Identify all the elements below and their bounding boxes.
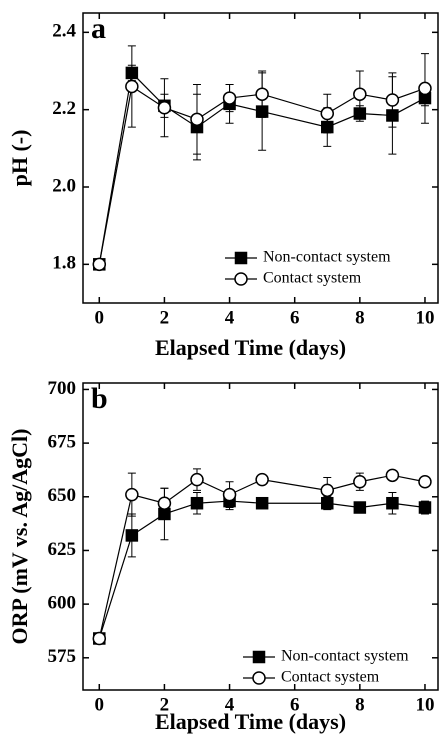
series-line xyxy=(98,474,426,639)
data-point xyxy=(386,496,399,510)
y-tick-label: 625 xyxy=(48,539,77,560)
y-axis-label: ORP (mV vs. Ag/AgCl) xyxy=(7,429,32,645)
data-point xyxy=(125,487,139,502)
x-tick-label: 8 xyxy=(355,694,365,715)
data-point xyxy=(222,487,237,502)
data-point xyxy=(125,529,139,542)
data-point xyxy=(418,475,432,489)
legend-marker xyxy=(252,650,266,664)
x-tick-label: 0 xyxy=(95,694,105,715)
data-point xyxy=(190,112,204,127)
data-point xyxy=(125,79,139,94)
data-point xyxy=(92,631,107,646)
y-tick-label: 575 xyxy=(48,646,77,667)
legend-marker xyxy=(234,251,248,265)
data-point xyxy=(353,501,367,514)
x-tick-label: 6 xyxy=(290,307,300,328)
y-tick-label: 2.2 xyxy=(52,98,76,119)
data-point xyxy=(320,483,335,498)
data-point xyxy=(385,468,400,483)
legend-label: Contact system xyxy=(263,270,362,287)
legend-label: Contact system xyxy=(281,669,380,686)
y-tick-label: 600 xyxy=(48,592,77,613)
y-tick-label: 2.4 xyxy=(52,21,76,42)
legend-marker xyxy=(252,671,266,685)
data-point xyxy=(157,496,172,510)
x-axis-label: Elapsed Time (days) xyxy=(155,335,346,360)
x-axis-label: Elapsed Time (days) xyxy=(155,709,346,734)
data-point xyxy=(418,501,432,514)
x-tick-label: 2 xyxy=(160,694,170,715)
data-point xyxy=(320,106,335,121)
data-point xyxy=(255,496,269,510)
data-point xyxy=(353,475,367,489)
plot-frame xyxy=(82,12,439,304)
x-tick-label: 4 xyxy=(225,694,235,715)
series-line xyxy=(98,500,426,639)
data-point xyxy=(157,100,172,115)
x-tick-label: 0 xyxy=(95,307,105,328)
data-point xyxy=(190,472,204,487)
legend-marker xyxy=(234,272,248,286)
data-point xyxy=(385,93,400,107)
y-tick-label: 1.8 xyxy=(52,253,76,274)
y-tick-label: 2.0 xyxy=(52,175,76,196)
series-line xyxy=(98,71,426,265)
data-point xyxy=(222,91,237,105)
x-tick-label: 10 xyxy=(415,307,434,328)
x-tick-label: 10 xyxy=(415,694,434,715)
panel-label: b xyxy=(91,382,108,415)
legend-label: Non-contact system xyxy=(281,648,409,665)
series-line xyxy=(98,85,426,265)
x-tick-label: 4 xyxy=(225,307,235,328)
data-point xyxy=(190,496,204,510)
y-tick-label: 675 xyxy=(48,431,77,452)
y-axis-label: pH (-) xyxy=(7,130,32,187)
panel: b 575 600 625 650 675 700 0 2 4 6 8 10 Elapsed Time (… xyxy=(7,378,439,734)
panel: a 1.8 2.0 2.2 2.4 0 2 4 6 8 10 Elapsed Time (days) p… xyxy=(7,12,439,360)
x-tick-label: 6 xyxy=(290,694,300,715)
panel-label: a xyxy=(91,12,106,45)
x-tick-label: 2 xyxy=(160,307,170,328)
data-point xyxy=(353,87,367,101)
y-tick-label: 650 xyxy=(48,485,77,506)
data-point xyxy=(92,257,107,272)
plot-frame xyxy=(82,382,439,691)
data-point xyxy=(418,81,432,96)
y-tick-label: 700 xyxy=(48,378,77,399)
data-point xyxy=(255,87,269,101)
legend-label: Non-contact system xyxy=(263,249,391,266)
x-tick-label: 8 xyxy=(355,307,365,328)
data-point xyxy=(255,472,269,487)
